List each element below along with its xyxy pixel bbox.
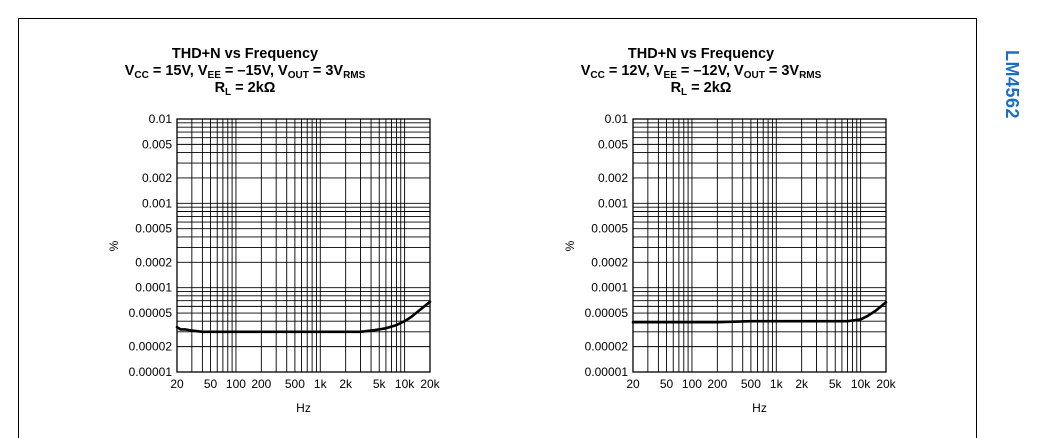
x-tick-label: 5k	[829, 377, 843, 391]
x-tick-label: 10k	[395, 377, 415, 391]
y-tick-label: 0.00002	[585, 340, 629, 354]
chart-title: THD+N vs Frequency VCC = 15V, VEE = –15V,…	[10, 46, 480, 98]
title-text: THD+N vs Frequency	[171, 46, 319, 62]
y-axis-label: %	[107, 240, 121, 251]
y-tick-label: 0.00001	[129, 365, 173, 379]
y-tick-label: 0.001	[598, 196, 628, 210]
title-subscript: L	[225, 87, 232, 98]
title-text: = 3V	[764, 63, 800, 79]
title-subscript: EE	[207, 70, 221, 81]
y-tick-label: 0.00001	[585, 365, 629, 379]
y-tick-label: 0.00002	[129, 340, 173, 354]
title-line: VCC = 15V, VEE = –15V, VOUT = 3VRMS	[10, 63, 480, 81]
x-tick-label: 500	[741, 377, 761, 391]
y-tick-label: 0.0001	[591, 281, 628, 295]
plot-border	[632, 118, 887, 373]
x-tick-label: 2k	[795, 377, 809, 391]
y-tick-label: 0.005	[142, 137, 172, 151]
chart-panel-right: THD+N vs Frequency VCC = 12V, VEE = –12V,…	[466, 0, 936, 423]
x-tick-label: 1k	[770, 377, 784, 391]
title-subscript: RMS	[343, 70, 366, 81]
x-tick-label: 20k	[876, 377, 896, 391]
title-text: THD+N vs Frequency	[627, 46, 775, 62]
chart-panel-left: THD+N vs Frequency VCC = 15V, VEE = –15V,…	[10, 0, 480, 423]
y-tick-label: 0.00005	[585, 306, 629, 320]
y-tick-label: 0.01	[149, 112, 173, 126]
y-tick-label: 0.01	[605, 112, 629, 126]
y-tick-label: 0.001	[142, 196, 172, 210]
series-line-thd	[175, 300, 432, 334]
x-tick-label: 20k	[420, 377, 440, 391]
grid	[633, 119, 886, 372]
y-tick-label: 0.0005	[591, 222, 628, 236]
part-number-label: LM4562	[1002, 50, 1022, 120]
x-axis-label: Hz	[296, 401, 311, 415]
title-subscript: CC	[134, 70, 149, 81]
title-text: = –12V, V	[676, 63, 744, 79]
y-tick-label: 0.005	[598, 137, 628, 151]
series-line-thd	[631, 300, 888, 324]
title-text: = –15V, V	[220, 63, 288, 79]
x-tick-label: 200	[251, 377, 271, 391]
page-frame	[18, 18, 977, 438]
title-text: = 2kΩ	[231, 80, 276, 96]
y-tick-label: 0.0005	[135, 222, 172, 236]
y-tick-label: 0.0002	[135, 255, 172, 269]
thd-chart-right: 0.00001 0.00002 0.00005 0.0001 0.0002 0.0005 0…	[563, 112, 897, 415]
x-tick-label: 10k	[851, 377, 871, 391]
x-tick-label: 5k	[373, 377, 387, 391]
title-text: V	[580, 63, 591, 79]
x-tick-label: 20	[626, 377, 640, 391]
x-tick-label: 1k	[314, 377, 328, 391]
y-tick-label: 0.002	[598, 171, 628, 185]
x-axis-label: Hz	[752, 401, 767, 415]
x-tick-label: 20	[170, 377, 184, 391]
y-tick-label: 0.0001	[135, 281, 172, 295]
y-tick-label: 0.002	[142, 171, 172, 185]
title-subscript: L	[681, 87, 688, 98]
title-subscript: EE	[663, 70, 677, 81]
chart-title: THD+N vs Frequency VCC = 12V, VEE = –12V,…	[466, 46, 936, 98]
title-text: = 2kΩ	[687, 80, 732, 96]
title-line: RL = 2kΩ	[466, 80, 936, 98]
thd-chart-left: 0.00001 0.00002 0.00005 0.0001 0.0002 0.0005 0…	[107, 112, 441, 415]
x-tick-label: 200	[707, 377, 727, 391]
x-tick-label: 100	[226, 377, 246, 391]
title-text: = 15V, V	[148, 63, 208, 79]
title-subscript: CC	[590, 70, 605, 81]
title-line: VCC = 12V, VEE = –12V, VOUT = 3VRMS	[466, 63, 936, 81]
title-text: R	[670, 80, 682, 96]
title-subscript: OUT	[287, 70, 309, 81]
title-text: = 12V, V	[604, 63, 664, 79]
title-line: RL = 2kΩ	[10, 80, 480, 98]
grid	[177, 119, 430, 372]
title-subscript: OUT	[743, 70, 765, 81]
title-text: V	[124, 63, 135, 79]
y-axis-label: %	[563, 240, 577, 251]
x-tick-label: 50	[204, 377, 218, 391]
title-text: = 3V	[308, 63, 344, 79]
y-tick-label: 0.0002	[591, 255, 628, 269]
x-tick-label: 50	[660, 377, 674, 391]
x-tick-label: 500	[285, 377, 305, 391]
x-tick-label: 100	[682, 377, 702, 391]
y-tick-label: 0.00005	[129, 306, 173, 320]
x-tick-label: 2k	[339, 377, 353, 391]
title-subscript: RMS	[799, 70, 822, 81]
title-line: THD+N vs Frequency	[10, 46, 480, 63]
title-line: THD+N vs Frequency	[466, 46, 936, 63]
plot-border	[176, 118, 431, 373]
title-text: R	[214, 80, 226, 96]
